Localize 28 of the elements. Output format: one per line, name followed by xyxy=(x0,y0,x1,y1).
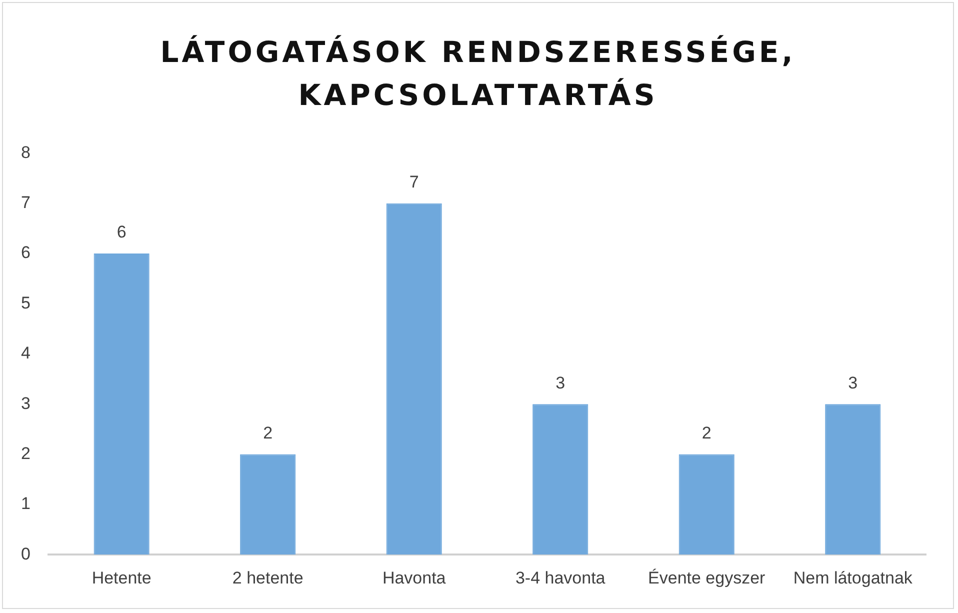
x-tick-label: Havonta xyxy=(382,568,446,588)
x-tick-label: Hetente xyxy=(92,568,152,588)
bar xyxy=(825,404,881,555)
x-tick-label: Nem látogatnak xyxy=(793,568,913,588)
y-tick-label: 5 xyxy=(20,293,30,312)
bar xyxy=(240,454,296,555)
data-label: 3 xyxy=(848,373,858,392)
y-tick-label: 7 xyxy=(20,193,30,212)
bar xyxy=(678,454,734,555)
y-tick-label: 0 xyxy=(20,544,30,564)
chart-title: LÁTOGATÁSOK RENDSZERESSÉGE, KAPCSOLATTARTÁS xyxy=(159,34,797,114)
y-tick-label: 8 xyxy=(20,142,30,162)
data-label: 2 xyxy=(263,423,273,442)
y-tick-label: 3 xyxy=(20,394,30,413)
y-tick-label: 1 xyxy=(20,494,30,514)
bar xyxy=(532,404,588,555)
data-label: 6 xyxy=(116,222,126,242)
x-tick-label: Évente egyszer xyxy=(648,568,766,588)
y-tick-label: 2 xyxy=(20,444,30,463)
bar xyxy=(94,254,150,555)
data-label: 2 xyxy=(702,423,712,442)
data-label: 3 xyxy=(556,373,566,392)
x-tick-label: 3-4 havonta xyxy=(515,568,606,588)
y-tick-label: 6 xyxy=(20,243,30,262)
x-tick-label: 2 hetente xyxy=(232,568,304,588)
y-tick-label: 4 xyxy=(20,344,30,363)
data-label: 7 xyxy=(409,172,419,192)
bar xyxy=(386,203,442,555)
